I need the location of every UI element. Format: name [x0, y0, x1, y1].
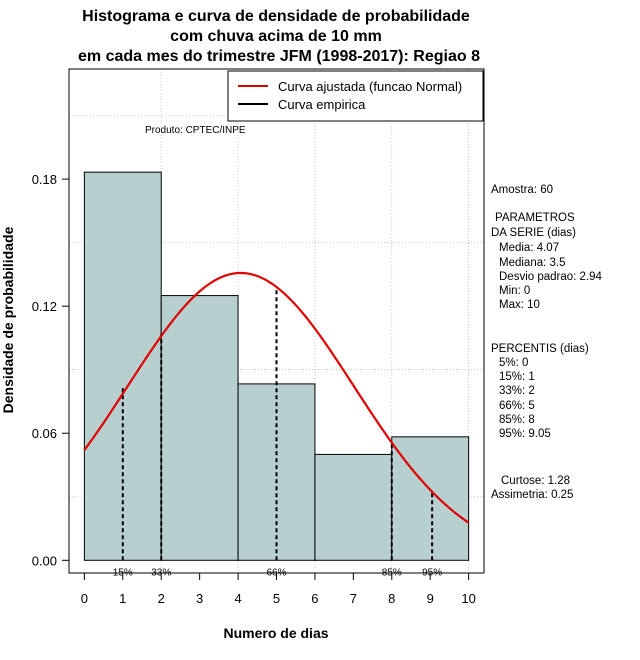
stat-media: Media: 4.07	[499, 242, 559, 254]
stat-param-header-2: DA SERIE (dias)	[491, 227, 576, 239]
stat-p66: 66%: 5	[499, 400, 535, 412]
legend-label-normal: Curva ajustada (funcao Normal)	[278, 79, 462, 94]
y-tick-label: 0.12	[32, 299, 57, 314]
stat-min: Min: 0	[499, 285, 530, 297]
x-tick-label: 8	[388, 591, 395, 606]
x-tick-label: 9	[427, 591, 434, 606]
x-tick-label: 5	[273, 591, 280, 606]
stat-p33: 33%: 2	[499, 385, 535, 397]
stat-p5: 5%: 0	[499, 357, 528, 369]
normal-fit-curve	[83, 271, 470, 524]
stat-p15: 15%: 1	[499, 371, 535, 383]
y-axis: 0.00 0.06 0.12 0.18	[32, 172, 70, 568]
y-axis-title: Densidade de probabilidade	[0, 226, 16, 413]
stat-amostra: Amostra: 60	[491, 184, 553, 196]
x-tick-label: 10	[461, 591, 475, 606]
stat-desvio: Desvio padrao: 2.94	[499, 271, 603, 283]
legend-label-empirical: Curva empirica	[278, 97, 366, 112]
stat-assimetria: Assimetria: 0.25	[491, 489, 573, 501]
y-tick-label: 0.18	[32, 172, 57, 187]
x-axis: 0 1 2 3 4 5 6 7 8 9 10	[81, 572, 476, 606]
curves	[83, 271, 470, 524]
stat-p85: 85%: 8	[499, 414, 535, 426]
stat-param-header-1: PARAMETROS	[495, 212, 575, 224]
chart-title-line-2: com chuva acima de 10 mm	[170, 28, 382, 45]
product-note: Produto: CPTEC/INPE	[145, 125, 246, 136]
x-tick-label: 0	[81, 591, 88, 606]
x-tick-label: 1	[119, 591, 126, 606]
histogram-bar	[391, 436, 470, 561]
histogram-bar	[160, 295, 239, 561]
x-tick-label: 4	[234, 591, 241, 606]
stat-mediana: Mediana: 3.5	[499, 257, 566, 269]
stat-max: Max: 10	[499, 299, 540, 311]
percentile-lines	[121, 287, 434, 561]
stat-curtose: Curtose: 1.28	[501, 475, 570, 487]
x-tick-label: 2	[158, 591, 165, 606]
histogram-bars	[83, 171, 470, 561]
x-axis-title: Numero de dias	[223, 625, 328, 641]
x-tick-label: 3	[196, 591, 203, 606]
stat-perc-header: PERCENTIS (dias)	[491, 343, 589, 355]
legend: Curva ajustada (funcao Normal) Curva emp…	[227, 70, 484, 122]
legend-box	[227, 70, 484, 122]
chart-title-line-1: Histograma e curva de densidade de proba…	[82, 8, 470, 25]
histogram-bar	[314, 453, 393, 561]
y-tick-label: 0.00	[32, 553, 57, 568]
stats-panel: Amostra: 60 PARAMETROS DA SERIE (dias) M…	[491, 184, 603, 501]
x-tick-label: 6	[311, 591, 318, 606]
chart-title-line-3: em cada mes do trimestre JFM (1998-2017)…	[78, 48, 480, 65]
stat-p95: 95%: 9.05	[499, 428, 551, 440]
y-tick-label: 0.06	[32, 426, 57, 441]
x-tick-label: 7	[350, 591, 357, 606]
